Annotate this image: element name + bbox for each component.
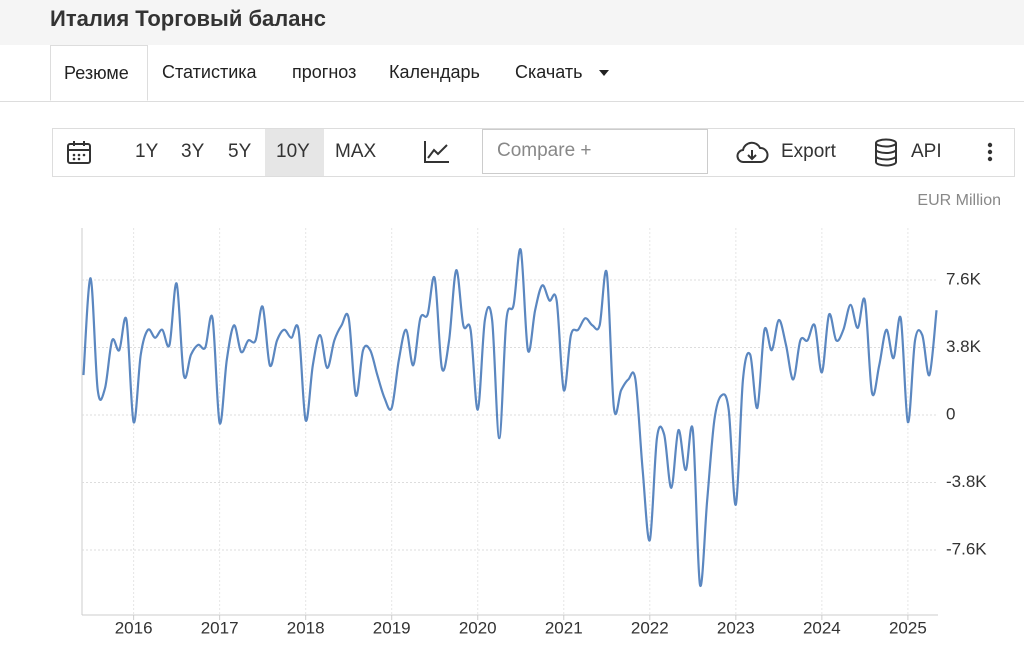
export-icon[interactable] xyxy=(735,140,769,166)
x-tick-label: 2018 xyxy=(287,618,325,637)
range-button[interactable]: MAX xyxy=(335,141,377,162)
x-tick-label: 2020 xyxy=(459,618,497,637)
data-line xyxy=(82,248,938,588)
compare-placeholder: Compare + xyxy=(497,140,592,161)
x-tick-label: 2019 xyxy=(373,618,411,637)
y-tick-label: -3.8K xyxy=(946,472,987,491)
y-tick-label: 0 xyxy=(946,405,955,424)
tab[interactable]: Скачать xyxy=(515,62,583,82)
x-tick-label: 2017 xyxy=(201,618,239,637)
menu-icon[interactable] xyxy=(985,141,995,165)
export-button[interactable]: Export xyxy=(781,141,836,162)
range-button[interactable]: 10Y xyxy=(276,141,310,162)
range-button[interactable]: 1Y xyxy=(135,141,159,162)
range-highlight xyxy=(265,129,324,176)
page-title: Италия Торговый баланс xyxy=(50,6,327,31)
tab[interactable]: Статистика xyxy=(162,62,257,82)
toolbar: 1Y 3Y 5Y 10Y MAX Compare + Export API xyxy=(52,128,1015,177)
range-button[interactable]: 3Y xyxy=(181,141,205,162)
x-tick-label: 2016 xyxy=(115,618,153,637)
tab-bar: Резюме Статистика прогноз Календарь Скач… xyxy=(0,45,1024,102)
tab[interactable]: Календарь xyxy=(389,62,480,82)
compare-input[interactable]: Compare + xyxy=(482,129,708,174)
api-button[interactable]: API xyxy=(911,141,942,162)
chart-type-icon[interactable] xyxy=(423,139,451,165)
x-tick-label: 2021 xyxy=(545,618,583,637)
api-icon[interactable] xyxy=(873,138,899,168)
x-tick-label: 2024 xyxy=(803,618,841,637)
tab-label: Резюме xyxy=(64,63,129,83)
caret xyxy=(599,70,609,76)
unit-label: EUR Million xyxy=(917,192,1001,209)
y-tick-label: -7.6K xyxy=(946,539,987,558)
tab-active[interactable]: Резюме xyxy=(50,45,148,101)
y-tick-label: 3.8K xyxy=(946,337,982,356)
header: Италия Торговый баланс xyxy=(0,0,1024,45)
x-tick-label: 2025 xyxy=(889,618,927,637)
tab[interactable]: прогноз xyxy=(292,62,357,82)
x-tick-label: 2023 xyxy=(717,618,755,637)
calendar-icon[interactable] xyxy=(66,139,94,167)
range-button[interactable]: 5Y xyxy=(228,141,252,162)
y-tick-label: 7.6K xyxy=(946,270,982,289)
x-tick-label: 2022 xyxy=(631,618,669,637)
